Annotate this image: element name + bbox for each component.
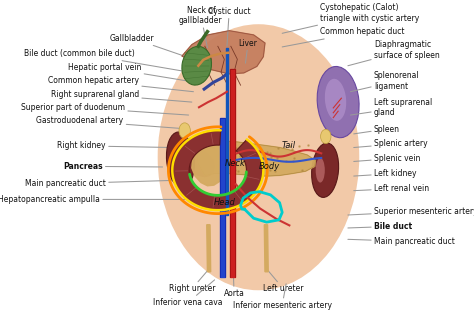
Ellipse shape	[181, 147, 191, 173]
Text: Common hepatic duct: Common hepatic duct	[282, 27, 405, 47]
Text: Superior part of duodenum: Superior part of duodenum	[21, 103, 189, 115]
Ellipse shape	[182, 46, 211, 85]
Text: Gastroduodenal artery: Gastroduodenal artery	[36, 116, 189, 129]
Text: Bile duct (common bile duct): Bile duct (common bile duct)	[24, 49, 193, 73]
Text: Common hepatic artery: Common hepatic artery	[48, 77, 193, 92]
Text: Right suprarenal gland: Right suprarenal gland	[51, 90, 192, 102]
Text: Main pancreatic duct: Main pancreatic duct	[25, 179, 189, 188]
Text: Bile duct: Bile duct	[348, 222, 412, 231]
Text: Inferior mesenteric artery: Inferior mesenteric artery	[233, 284, 332, 310]
Text: Right ureter: Right ureter	[169, 271, 215, 293]
Polygon shape	[220, 118, 225, 277]
Ellipse shape	[166, 132, 194, 188]
Text: Splenorenal
ligament: Splenorenal ligament	[350, 71, 419, 92]
Ellipse shape	[179, 123, 191, 139]
Polygon shape	[226, 48, 228, 215]
Text: Neck of
gallbladder: Neck of gallbladder	[179, 6, 223, 48]
Text: Neck: Neck	[225, 158, 246, 168]
Text: Inferior vena cava: Inferior vena cava	[153, 280, 223, 307]
Text: Left suprarenal
gland: Left suprarenal gland	[350, 97, 432, 117]
Text: Head: Head	[213, 198, 235, 207]
Text: Splenic artery: Splenic artery	[354, 139, 428, 148]
Text: Cystohepatic (Calot)
triangle with cystic artery: Cystohepatic (Calot) triangle with cysti…	[282, 4, 419, 33]
Ellipse shape	[311, 143, 338, 198]
Polygon shape	[175, 147, 215, 177]
Polygon shape	[173, 131, 263, 210]
Text: Cystic duct: Cystic duct	[208, 7, 251, 46]
Ellipse shape	[316, 158, 325, 183]
Text: Diaphragmatic
surface of spleen: Diaphragmatic surface of spleen	[348, 40, 440, 66]
Text: Hepatic portal vein: Hepatic portal vein	[68, 63, 193, 82]
Text: Tail: Tail	[282, 141, 296, 150]
Polygon shape	[192, 141, 235, 186]
Text: Splenic vein: Splenic vein	[354, 154, 420, 163]
Text: Aorta: Aorta	[224, 275, 245, 298]
Text: Gallbladder: Gallbladder	[110, 34, 193, 59]
Text: Body: Body	[259, 162, 280, 171]
Text: Left renal vein: Left renal vein	[354, 184, 429, 193]
Text: Left kidney: Left kidney	[354, 169, 416, 178]
Polygon shape	[197, 141, 315, 176]
Text: Left ureter: Left ureter	[263, 271, 304, 293]
Polygon shape	[207, 225, 210, 272]
Text: Spleen: Spleen	[354, 125, 400, 134]
Ellipse shape	[158, 24, 359, 290]
Text: Liver: Liver	[238, 38, 257, 63]
Text: Main pancreatic duct: Main pancreatic duct	[348, 237, 455, 246]
Polygon shape	[182, 31, 265, 74]
Polygon shape	[230, 69, 235, 277]
Ellipse shape	[325, 79, 346, 121]
Text: Hepatopancreatic ampulla: Hepatopancreatic ampulla	[0, 195, 189, 204]
Ellipse shape	[317, 67, 359, 138]
Text: Pancreas: Pancreas	[63, 162, 163, 171]
Ellipse shape	[320, 129, 331, 144]
Text: Right kidney: Right kidney	[57, 141, 173, 150]
Polygon shape	[264, 225, 268, 272]
Text: Superior mesenteric artery: Superior mesenteric artery	[348, 207, 474, 215]
